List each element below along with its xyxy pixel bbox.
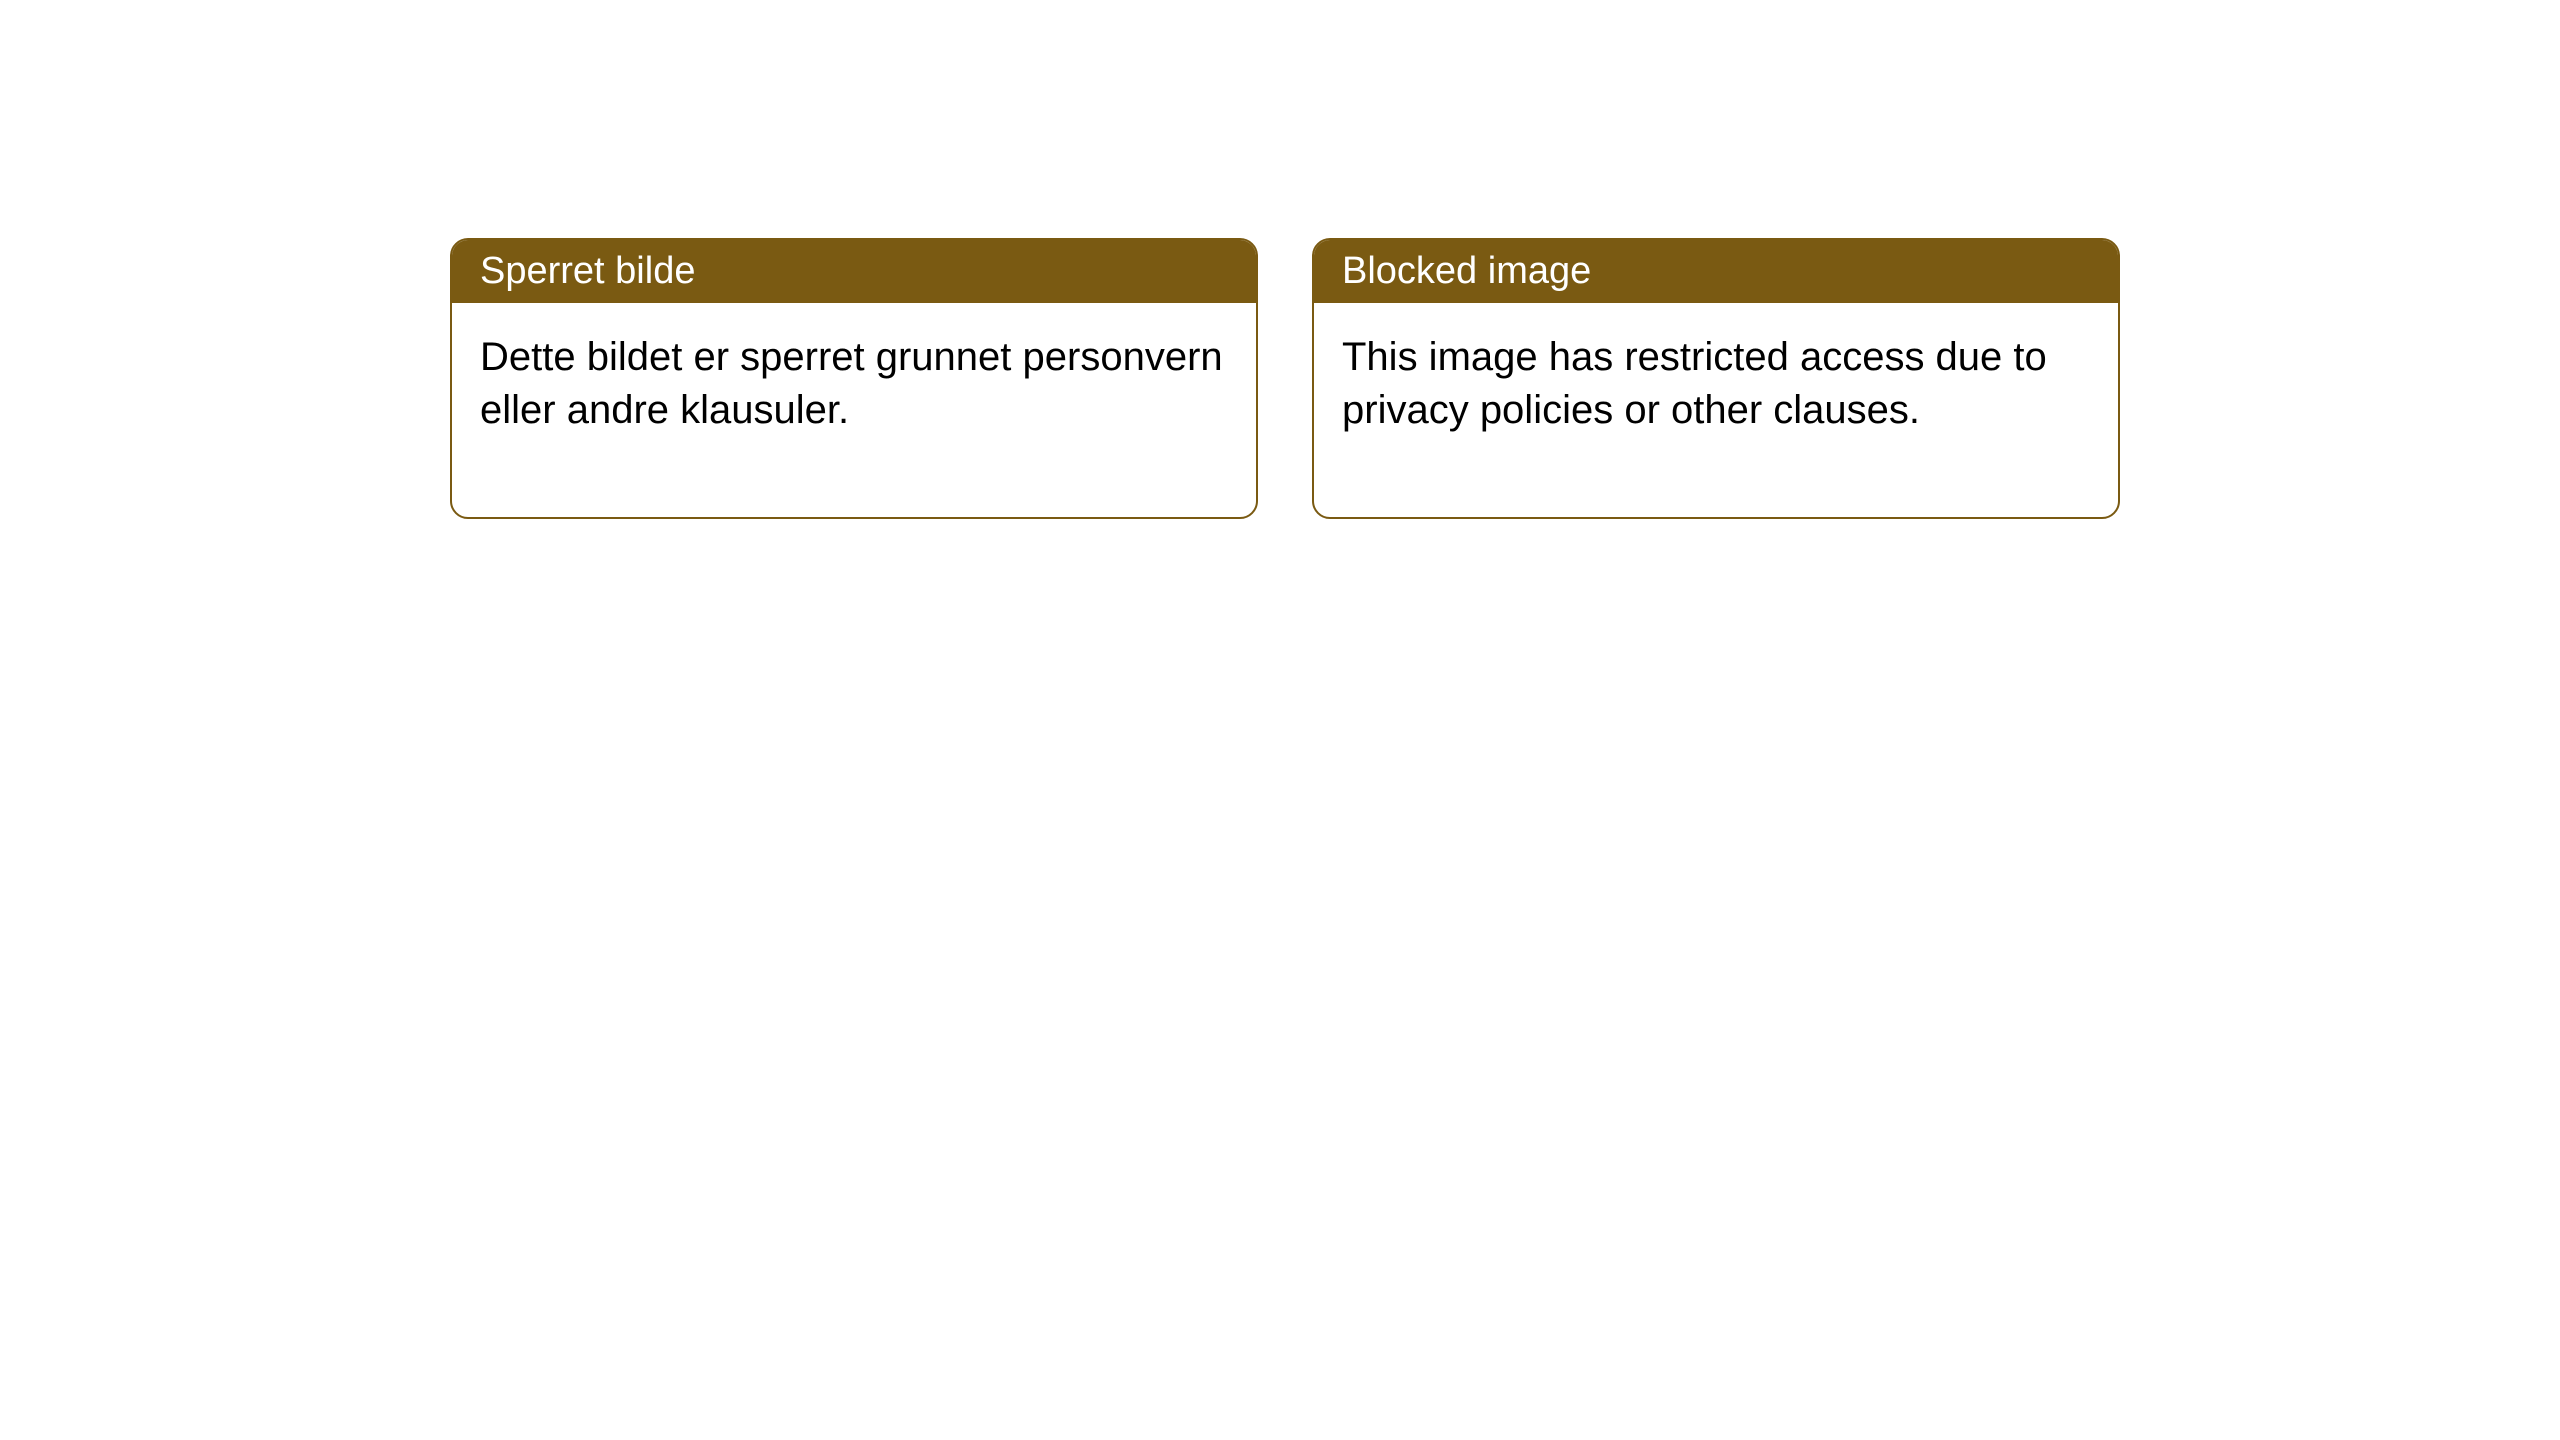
notice-body: Dette bildet er sperret grunnet personve… xyxy=(452,303,1256,517)
notice-title: Sperret bilde xyxy=(452,240,1256,303)
notice-body: This image has restricted access due to … xyxy=(1314,303,2118,517)
notice-title: Blocked image xyxy=(1314,240,2118,303)
notice-card-norwegian: Sperret bilde Dette bildet er sperret gr… xyxy=(450,238,1258,519)
notice-card-english: Blocked image This image has restricted … xyxy=(1312,238,2120,519)
notice-container: Sperret bilde Dette bildet er sperret gr… xyxy=(0,0,2560,519)
